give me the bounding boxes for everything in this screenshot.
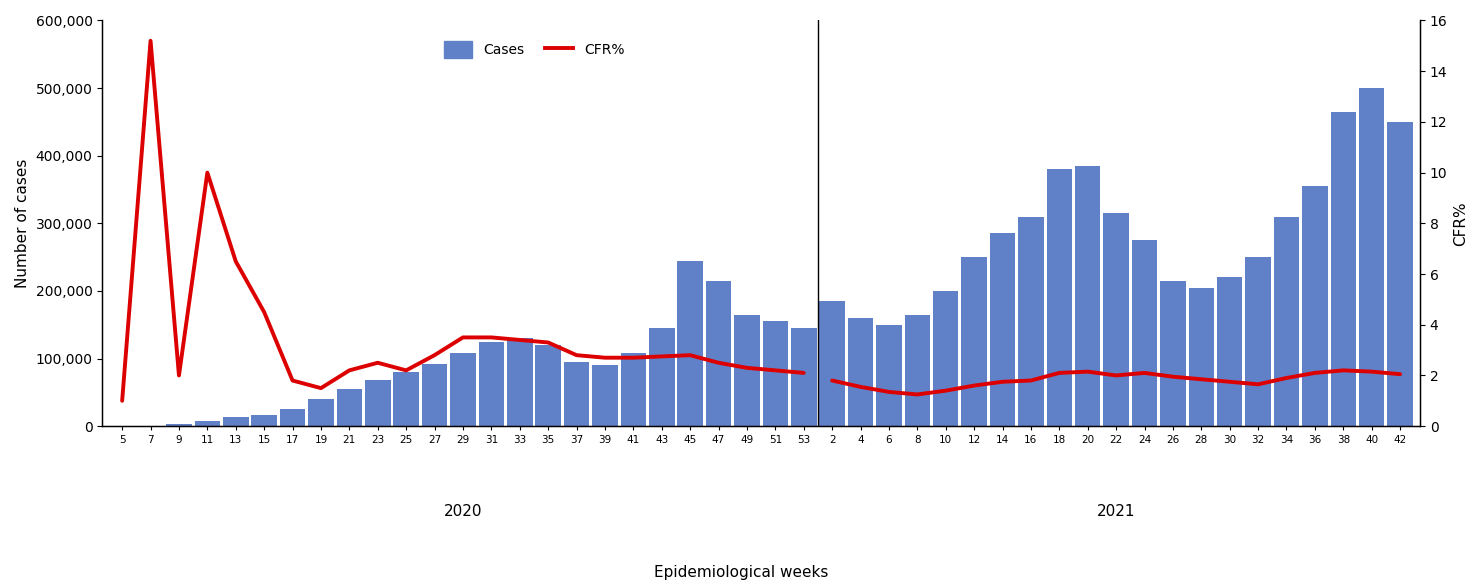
Bar	[1188, 287, 1215, 426]
Bar	[507, 338, 532, 426]
Bar	[848, 318, 873, 426]
Bar	[280, 409, 305, 426]
Bar	[678, 261, 703, 426]
Text: Epidemiological weeks: Epidemiological weeks	[654, 565, 829, 580]
Bar	[1218, 278, 1243, 426]
Bar	[989, 233, 1016, 426]
Bar	[479, 342, 504, 426]
Bar	[166, 424, 191, 426]
Bar	[1075, 166, 1100, 426]
Text: 2021: 2021	[1097, 504, 1136, 519]
Bar	[1330, 112, 1355, 426]
Bar	[337, 389, 362, 426]
Bar	[592, 366, 618, 426]
Bar	[961, 257, 986, 426]
Bar	[876, 325, 902, 426]
Bar	[421, 364, 448, 426]
Bar	[1103, 213, 1129, 426]
Bar	[365, 380, 390, 426]
Bar	[1358, 88, 1385, 426]
Bar	[933, 291, 958, 426]
Bar	[252, 415, 277, 426]
Bar	[1019, 216, 1044, 426]
Y-axis label: Number of cases: Number of cases	[15, 159, 30, 288]
Bar	[451, 353, 476, 426]
Bar	[650, 328, 675, 426]
Bar	[1246, 257, 1271, 426]
Bar	[762, 321, 787, 426]
Text: 2020: 2020	[443, 504, 482, 519]
Bar	[1132, 240, 1157, 426]
Bar	[222, 417, 249, 426]
Bar	[790, 328, 817, 426]
Bar	[308, 399, 334, 426]
Bar	[620, 353, 647, 426]
Bar	[1274, 216, 1299, 426]
Bar	[564, 362, 589, 426]
Bar	[194, 422, 219, 426]
Bar	[706, 281, 731, 426]
Bar	[1302, 186, 1327, 426]
Bar	[1160, 281, 1186, 426]
Y-axis label: CFR%: CFR%	[1453, 201, 1468, 245]
Bar	[734, 315, 759, 426]
Bar	[393, 372, 418, 426]
Legend: Cases, CFR%: Cases, CFR%	[439, 36, 630, 64]
Bar	[905, 315, 930, 426]
Bar	[535, 345, 561, 426]
Bar	[1047, 169, 1072, 426]
Bar	[819, 301, 845, 426]
Bar	[1387, 122, 1413, 426]
